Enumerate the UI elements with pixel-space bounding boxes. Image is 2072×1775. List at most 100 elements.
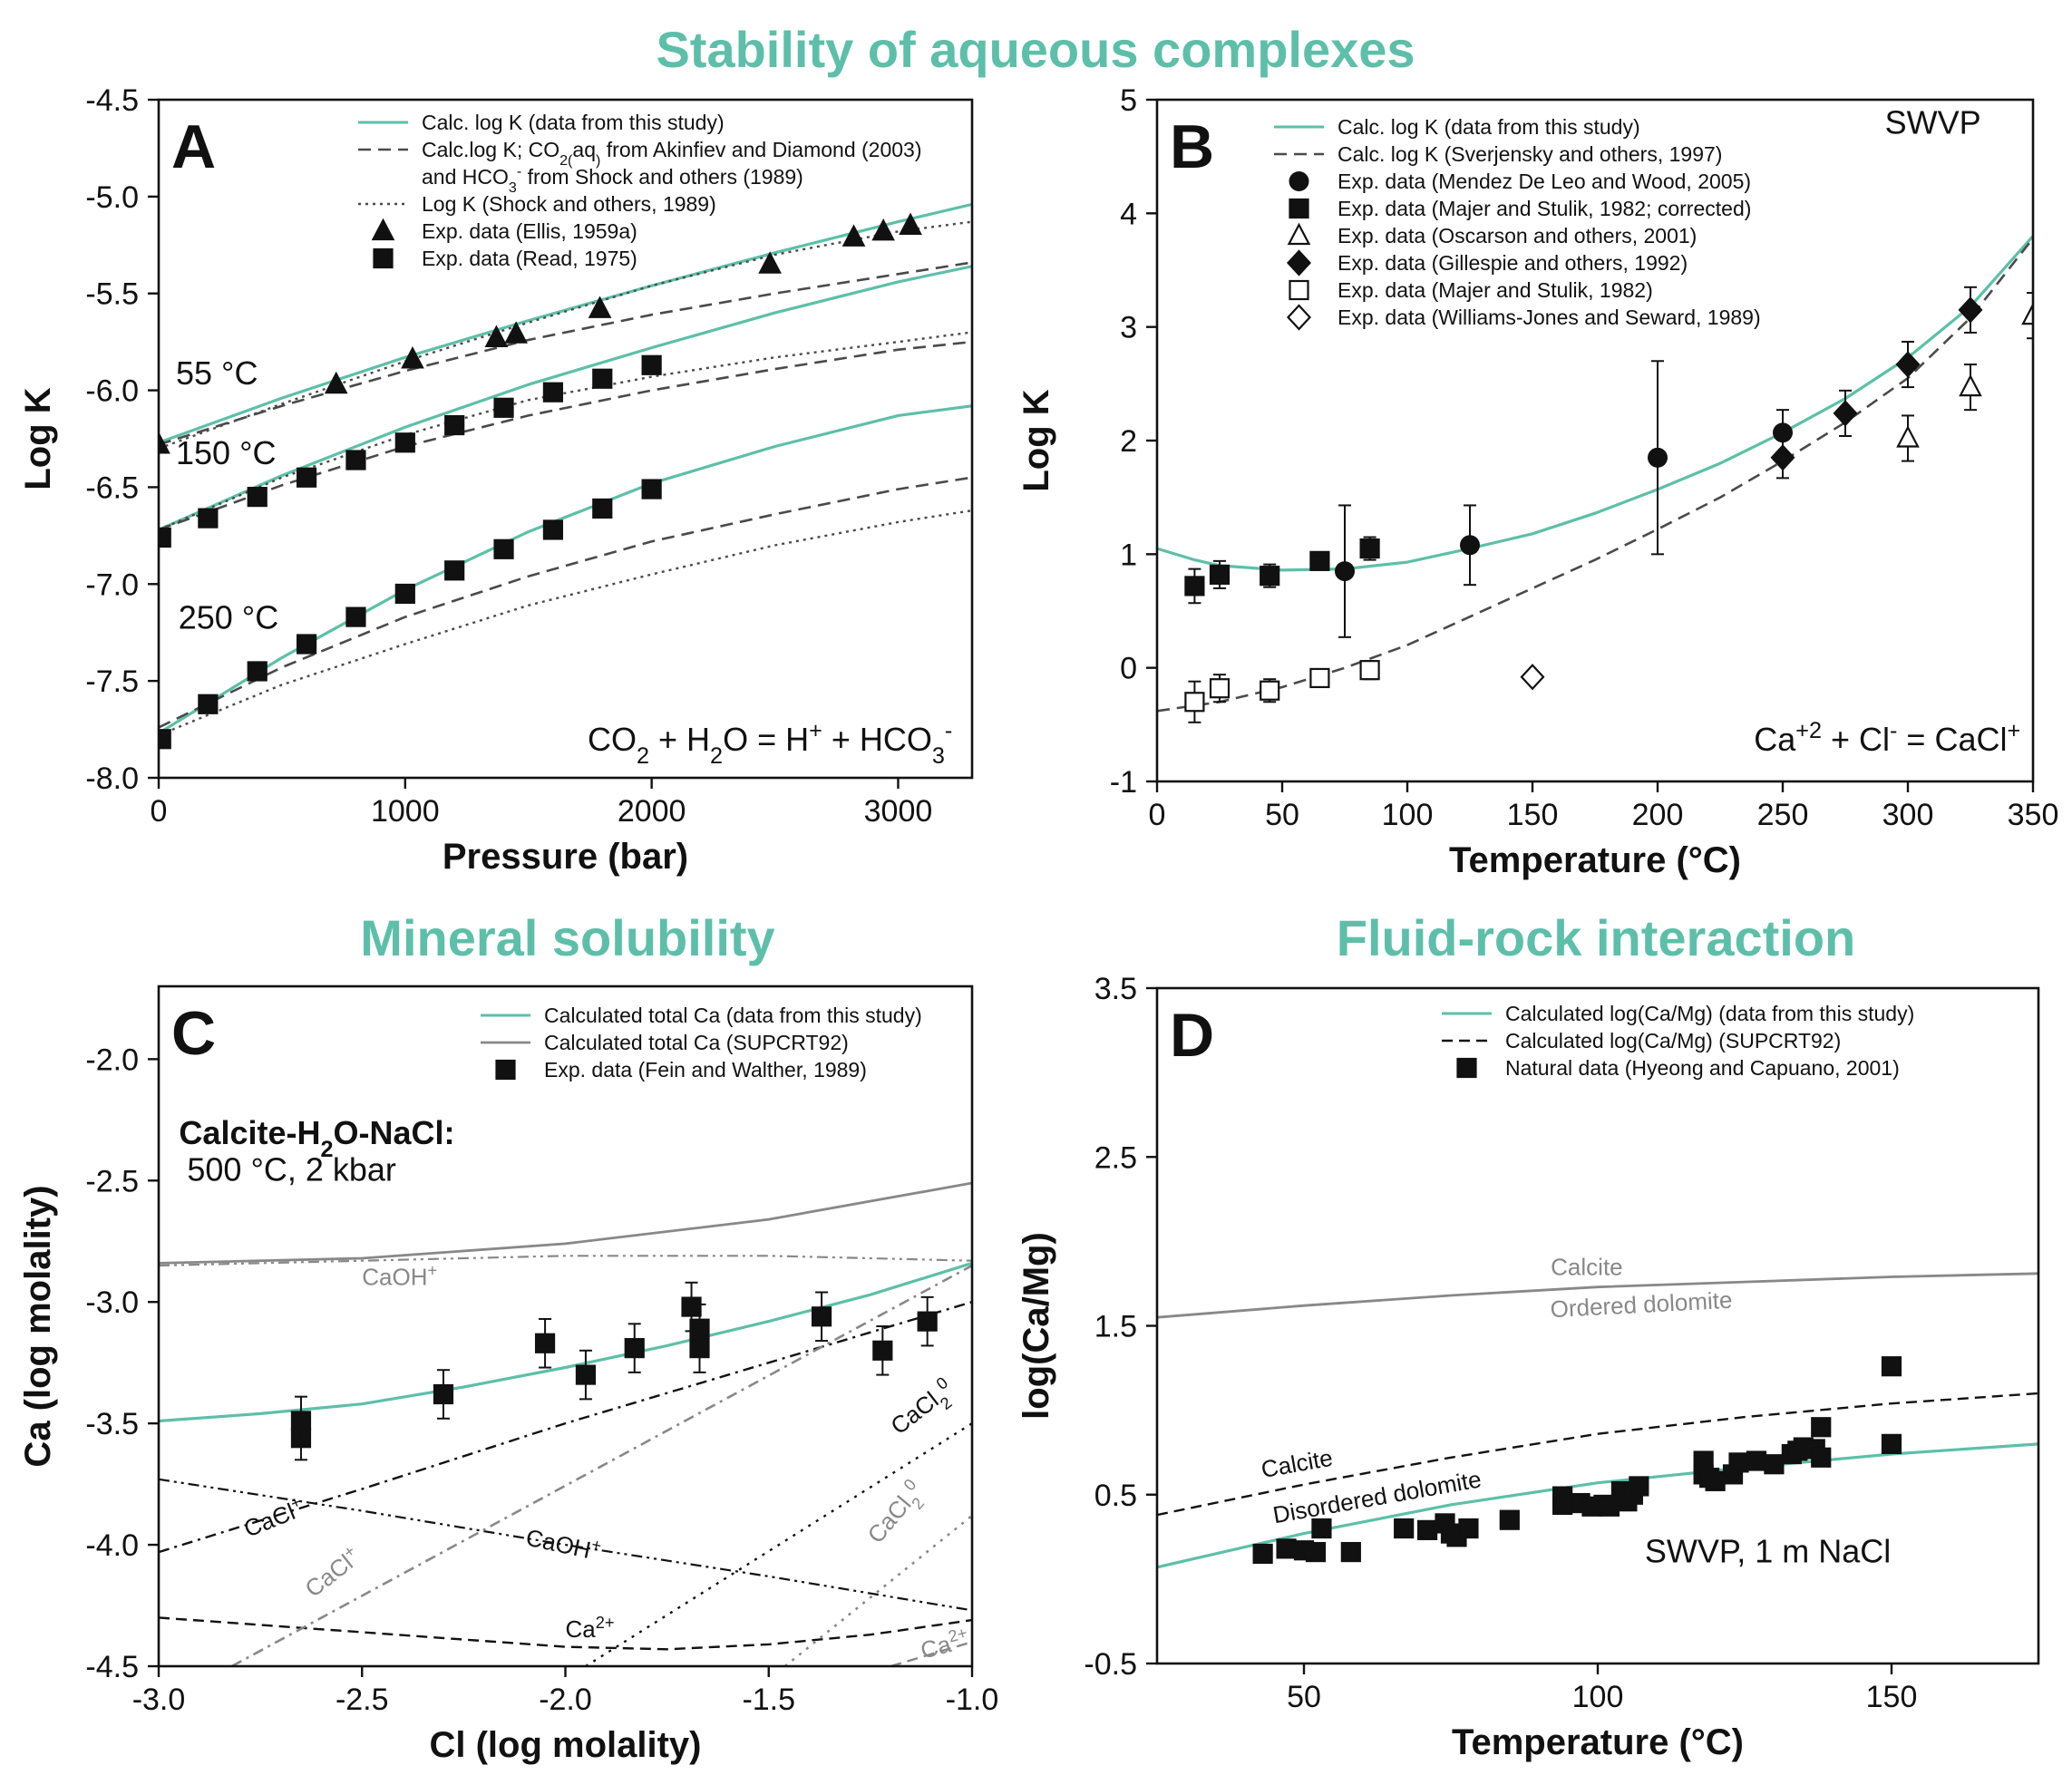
data-point <box>1311 1518 1332 1539</box>
x-tick-label: 350 <box>2008 798 2059 832</box>
x-axis-label: Cl (log molality) <box>430 1725 702 1765</box>
x-tick-label: -3.0 <box>132 1683 186 1717</box>
series-line <box>159 1478 972 1612</box>
legend-entry-label: Exp. data (Williams-Jones and Seward, 19… <box>1338 306 1761 329</box>
data-point <box>2021 302 2033 325</box>
data-point <box>296 467 317 488</box>
series-line <box>159 404 972 735</box>
series-line <box>159 1301 972 1554</box>
data-point <box>401 346 424 369</box>
legend-entry-label: Calc.log K; CO2(aq) from Akinfiev and Di… <box>422 138 922 169</box>
series-line <box>159 1261 972 1423</box>
series-line <box>159 1255 972 1267</box>
data-point <box>1764 1454 1785 1475</box>
panel-letter: C <box>171 999 216 1068</box>
data-point <box>1260 566 1280 587</box>
series-line <box>159 340 972 531</box>
data-point <box>1746 1450 1767 1471</box>
plot-frame <box>157 98 974 780</box>
data-point <box>345 450 366 470</box>
legend-marker-symbol <box>1289 171 1309 191</box>
data-point <box>1833 400 1858 427</box>
data-point <box>1881 1356 1902 1377</box>
series-line <box>890 1641 972 1666</box>
data-point <box>484 325 509 347</box>
series-line <box>1157 235 2033 572</box>
legend-entry-label: Log K (Shock and others, 1989) <box>422 192 716 216</box>
y-tick-label: -6.0 <box>85 374 139 409</box>
data-point <box>1309 550 1330 571</box>
y-tick-label: -5.0 <box>85 180 139 215</box>
series-line <box>231 1264 972 1666</box>
chart-annotation: CaOH+ <box>362 1261 437 1290</box>
legend-marker-symbol <box>1287 222 1311 246</box>
series-line <box>1157 1392 2038 1517</box>
legend-entry-label: Calculated log(Ca/Mg) (data from this st… <box>1505 1002 1914 1025</box>
data-point <box>917 1311 938 1332</box>
y-tick-label: -4.5 <box>85 1650 139 1684</box>
data-point <box>1359 660 1380 681</box>
data-point <box>588 296 612 318</box>
legend-marker-symbol <box>495 1059 516 1081</box>
y-tick-label: 2.5 <box>1094 1140 1137 1175</box>
plot-area <box>159 1181 972 1666</box>
chart-annotation: Ca2+ <box>566 1614 615 1643</box>
legend-entry-label: Calculated total Ca (SUPCRT92) <box>544 1031 849 1054</box>
data-point <box>1460 535 1480 556</box>
data-point <box>1394 1518 1415 1539</box>
series-line <box>1157 1272 2038 1319</box>
legend-entry-label: Natural data (Hyeong and Capuano, 2001) <box>1505 1056 1900 1080</box>
y-tick-label: -4.0 <box>85 1528 139 1563</box>
chart-annotation: Calcite <box>1259 1444 1334 1483</box>
legend-entry-label: and HCO3- from Shock and others (1989) <box>422 163 803 196</box>
y-tick-label: -8.0 <box>85 761 139 796</box>
series-line <box>783 1514 972 1666</box>
data-point <box>1184 576 1205 597</box>
data-point <box>493 538 514 559</box>
data-point <box>1770 444 1795 471</box>
legend-marker-symbol <box>1287 304 1311 331</box>
x-tick-label: 250 <box>1757 798 1809 832</box>
data-point <box>247 661 268 682</box>
data-point <box>689 1338 710 1359</box>
legend-marker-symbol <box>1287 249 1311 276</box>
data-point <box>1705 1470 1726 1491</box>
data-point <box>1458 1518 1479 1539</box>
x-axis-label: Temperature (°C) <box>1452 1722 1744 1762</box>
chart-annotation: Calcite-H2O-NaCl: <box>179 1114 454 1162</box>
data-point <box>1252 1543 1273 1565</box>
y-tick-label: -7.0 <box>85 567 139 602</box>
y-tick-label: 4 <box>1120 197 1137 231</box>
legend-marker-symbol <box>371 218 395 241</box>
x-tick-label: 100 <box>1382 798 1434 832</box>
data-point <box>1520 664 1545 691</box>
legend-entry-label: Calculated total Ca (data from this stud… <box>544 1004 922 1027</box>
legend-entry-label: Exp. data (Read, 1975) <box>422 247 637 270</box>
x-tick-label: 300 <box>1882 798 1934 832</box>
y-tick-label: -2.5 <box>85 1164 139 1198</box>
legend-entry-label: Exp. data (Fein and Walther, 1989) <box>544 1058 867 1081</box>
x-tick-label: 0 <box>151 794 168 829</box>
data-point <box>247 487 268 508</box>
data-point <box>345 606 366 627</box>
y-tick-label: -0.5 <box>1084 1647 1137 1682</box>
data-point <box>1552 1494 1573 1516</box>
series-line <box>1157 1442 2038 1569</box>
data-point <box>1959 373 1982 397</box>
y-tick-label: -6.5 <box>85 470 139 505</box>
data-point <box>1648 447 1668 468</box>
chart-annotation: SWVP <box>1885 104 1981 141</box>
plot-frame <box>157 984 974 1668</box>
x-tick-label: -2.5 <box>336 1683 389 1717</box>
data-point <box>871 218 895 241</box>
y-axis-label: Ca (log molality) <box>18 1185 58 1467</box>
data-point <box>1811 1447 1832 1468</box>
x-tick-label: 50 <box>1287 1680 1321 1714</box>
legend-marker-symbol <box>1289 198 1309 219</box>
data-point <box>444 560 465 581</box>
legend-entry-label: Calculated log(Ca/Mg) (SUPCRT92) <box>1505 1029 1841 1052</box>
section-title-bottom-left: Mineral solubility <box>360 909 774 966</box>
chart-annotation: CaCl+ <box>239 1492 307 1542</box>
data-point <box>1209 564 1231 585</box>
chart-annotation: CaCl20 <box>884 1373 962 1446</box>
